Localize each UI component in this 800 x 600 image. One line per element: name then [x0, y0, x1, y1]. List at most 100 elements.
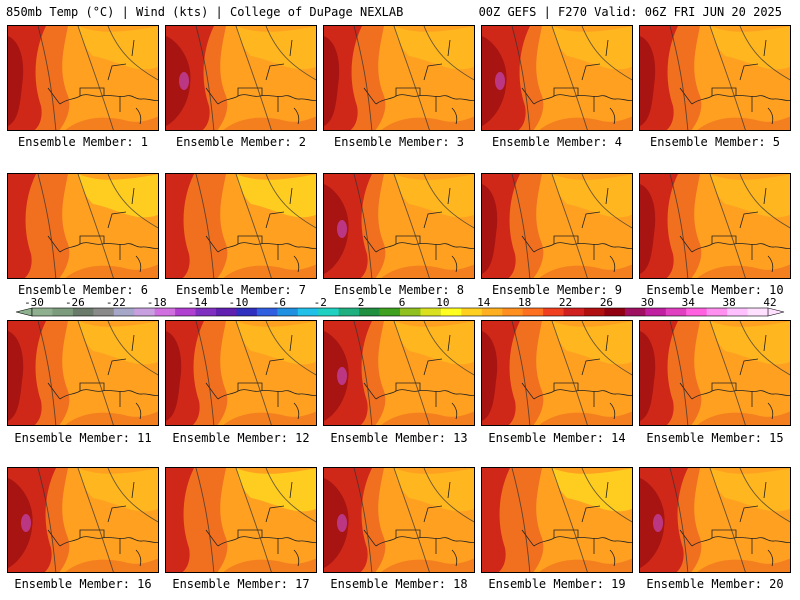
- ensemble-member-label: Ensemble Member: 12: [172, 431, 310, 445]
- ensemble-member-label: Ensemble Member: 4: [491, 135, 623, 149]
- colorbar-segment: [277, 308, 299, 316]
- colorbar-tick-label: 2: [358, 296, 365, 309]
- temperature-map: [8, 468, 158, 572]
- colorbar-segment: [256, 308, 278, 316]
- ensemble-panel: [481, 467, 633, 573]
- colorbar-segment: [686, 308, 708, 316]
- ensemble-panel: [7, 173, 159, 279]
- ensemble-member-label: Ensemble Member: 17: [172, 577, 310, 591]
- ensemble-member-label: Ensemble Member: 15: [646, 431, 784, 445]
- colorbar-segment: [297, 308, 319, 316]
- colorbar-segment: [461, 308, 483, 316]
- temperature-map: [482, 26, 632, 130]
- colorbar-tick-label: -2: [314, 296, 327, 309]
- temperature-colorbar: -30 -26 -22 -18 -14 -10 -6 -2 2 6 10 14 18 22 26 30 34 38…: [0, 296, 800, 320]
- temperature-map: [640, 174, 790, 278]
- colorbar-segment: [216, 308, 237, 316]
- temperature-map: [482, 321, 632, 425]
- colorbar-tick-label: 38: [722, 296, 735, 309]
- temperature-map: [8, 321, 158, 425]
- ensemble-member-label: Ensemble Member: 20: [646, 577, 784, 591]
- colorbar-high-arrow: [767, 307, 785, 317]
- colorbar-segment: [175, 308, 196, 316]
- colorbar-tick-label: -30: [24, 296, 44, 309]
- ensemble-panel: [639, 467, 791, 573]
- ensemble-panel: [165, 25, 317, 131]
- temperature-map: [166, 468, 316, 572]
- colorbar-tick-label: 10: [436, 296, 449, 309]
- colorbar-segment: [379, 308, 401, 316]
- colorbar-segment: [604, 308, 626, 316]
- colorbar-tick-label: -10: [229, 296, 249, 309]
- ensemble-member-label: Ensemble Member: 7: [175, 283, 307, 297]
- ensemble-member-label: Ensemble Member: 5: [649, 135, 781, 149]
- colorbar-tick-label: 34: [682, 296, 696, 309]
- temperature-map: [324, 26, 474, 130]
- colorbar-tick-label: -22: [106, 296, 126, 309]
- colorbar-segment: [440, 308, 462, 316]
- colorbar-segment: [502, 308, 524, 316]
- colorbar-segment: [522, 308, 544, 316]
- colorbar-segment: [481, 308, 503, 316]
- ensemble-member-label: Ensemble Member: 18: [330, 577, 468, 591]
- temperature-map: [482, 468, 632, 572]
- colorbar-segment: [154, 308, 176, 316]
- colorbar-segment: [113, 308, 135, 316]
- colorbar-segment: [52, 308, 74, 316]
- temperature-map: [166, 174, 316, 278]
- colorbar-tick-label: -14: [188, 296, 208, 309]
- temperature-map: [166, 26, 316, 130]
- colorbar-segment: [665, 308, 687, 316]
- ensemble-panel: [165, 173, 317, 279]
- colorbar-tick-label: -26: [65, 296, 85, 309]
- colorbar-segment: [318, 308, 340, 316]
- colorbar-segment: [624, 308, 646, 316]
- colorbar-segment: [93, 308, 115, 316]
- temperature-map: [640, 468, 790, 572]
- ensemble-panel: [323, 467, 475, 573]
- colorbar-segment: [645, 308, 667, 316]
- temperature-map: [640, 26, 790, 130]
- ensemble-member-label: Ensemble Member: 11: [14, 431, 152, 445]
- colorbar-tick-label: 22: [559, 296, 572, 309]
- ensemble-member-label: Ensemble Member: 1: [17, 135, 149, 149]
- colorbar-tick-label: 14: [477, 296, 491, 309]
- ensemble-member-label: Ensemble Member: 3: [333, 135, 465, 149]
- ensemble-panel: [7, 25, 159, 131]
- ensemble-panel: [639, 320, 791, 426]
- colorbar-low-arrow: [15, 307, 33, 317]
- colorbar-tick-label: 26: [600, 296, 613, 309]
- colorbar-segment: [32, 308, 53, 316]
- colorbar-segment: [584, 308, 605, 316]
- colorbar-tick-label: 18: [518, 296, 531, 309]
- ensemble-member-label: Ensemble Member: 16: [14, 577, 152, 591]
- colorbar-tick-label: 6: [399, 296, 406, 309]
- header-title: 850mb Temp (°C) | Wind (kts) | College o…: [6, 5, 404, 19]
- colorbar-segment: [420, 308, 442, 316]
- colorbar-segment: [195, 308, 217, 316]
- ensemble-panel: [323, 173, 475, 279]
- colorbar-tick-label: 42: [763, 296, 776, 309]
- ensemble-member-label: Ensemble Member: 19: [488, 577, 626, 591]
- ensemble-member-label: Ensemble Member: 10: [646, 283, 784, 297]
- ensemble-panel: [165, 467, 317, 573]
- temperature-map: [166, 321, 316, 425]
- ensemble-member-label: Ensemble Member: 6: [17, 283, 149, 297]
- temperature-map: [482, 174, 632, 278]
- colorbar-segment: [236, 308, 258, 316]
- ensemble-panel: [481, 25, 633, 131]
- ensemble-member-label: Ensemble Member: 2: [175, 135, 307, 149]
- colorbar-segment: [359, 308, 380, 316]
- ensemble-panel: [165, 320, 317, 426]
- colorbar-segment: [727, 308, 748, 316]
- temperature-map: [324, 468, 474, 572]
- colorbar-segment: [563, 308, 585, 316]
- colorbar-svg: -30 -26 -22 -18 -14 -10 -6 -2 2 6 10 14 18 22 26 30 34 38…: [15, 296, 785, 317]
- colorbar-segment: [543, 308, 564, 316]
- ensemble-member-label: Ensemble Member: 13: [330, 431, 468, 445]
- colorbar-tick-label: 30: [641, 296, 654, 309]
- colorbar-segment: [338, 308, 360, 316]
- colorbar-segment: [706, 308, 728, 316]
- temperature-map: [8, 174, 158, 278]
- ensemble-panel: [7, 320, 159, 426]
